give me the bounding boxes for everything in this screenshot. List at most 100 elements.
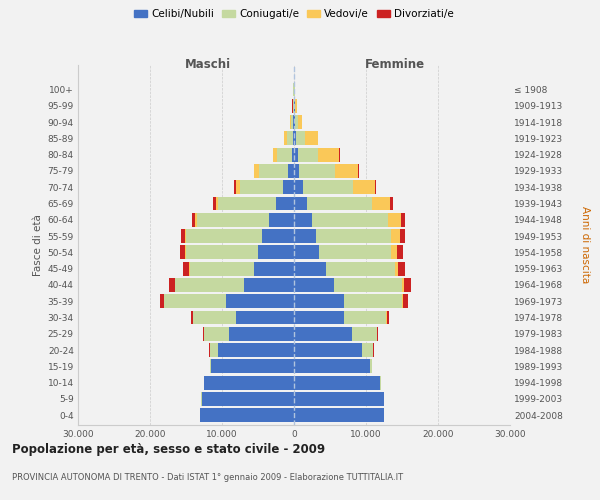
Bar: [294, 246, 391, 260]
Bar: [293, 82, 294, 96]
Bar: [294, 343, 362, 357]
Bar: [294, 343, 374, 357]
Bar: [294, 262, 326, 276]
Bar: [236, 180, 294, 194]
Bar: [164, 294, 294, 308]
Bar: [294, 294, 403, 308]
Bar: [259, 164, 294, 178]
Bar: [203, 376, 294, 390]
Bar: [294, 278, 334, 292]
Bar: [294, 229, 391, 243]
Text: PROVINCIA AUTONOMA DI TRENTO - Dati ISTAT 1° gennaio 2009 - Elaborazione TUTTITA: PROVINCIA AUTONOMA DI TRENTO - Dati ISTA…: [12, 472, 403, 482]
Bar: [175, 278, 294, 292]
Bar: [193, 310, 294, 324]
Bar: [244, 278, 294, 292]
Bar: [211, 360, 294, 374]
Bar: [203, 376, 294, 390]
Bar: [294, 229, 405, 243]
Bar: [185, 246, 294, 260]
Bar: [294, 180, 353, 194]
Bar: [294, 115, 302, 129]
Bar: [185, 229, 294, 243]
Bar: [226, 294, 294, 308]
Bar: [294, 148, 318, 162]
Bar: [190, 262, 294, 276]
Bar: [202, 392, 294, 406]
Y-axis label: Anni di nascita: Anni di nascita: [580, 206, 590, 284]
Bar: [193, 310, 294, 324]
Bar: [294, 82, 295, 96]
Bar: [294, 213, 388, 226]
Text: Femmine: Femmine: [365, 58, 425, 70]
Text: Popolazione per età, sesso e stato civile - 2009: Popolazione per età, sesso e stato civil…: [12, 442, 325, 456]
Bar: [197, 213, 294, 226]
Bar: [204, 327, 294, 340]
Bar: [175, 278, 294, 292]
Bar: [294, 180, 374, 194]
Bar: [294, 392, 384, 406]
Bar: [218, 196, 294, 210]
Bar: [202, 392, 294, 406]
Bar: [294, 310, 387, 324]
Bar: [294, 164, 299, 178]
Bar: [294, 196, 392, 210]
Bar: [294, 132, 318, 145]
Bar: [294, 196, 372, 210]
Bar: [294, 115, 295, 129]
Bar: [294, 360, 370, 374]
Bar: [210, 343, 294, 357]
Bar: [294, 132, 296, 145]
Bar: [292, 99, 294, 112]
Bar: [294, 310, 344, 324]
Bar: [283, 180, 294, 194]
Bar: [294, 229, 316, 243]
Bar: [288, 164, 294, 178]
Bar: [294, 327, 378, 340]
Bar: [294, 99, 296, 112]
Bar: [209, 343, 294, 357]
Bar: [294, 246, 403, 260]
Bar: [294, 180, 376, 194]
Bar: [164, 294, 294, 308]
Bar: [294, 262, 405, 276]
Y-axis label: Fasce di età: Fasce di età: [34, 214, 43, 276]
Bar: [294, 213, 401, 226]
Bar: [293, 99, 294, 112]
Bar: [294, 343, 373, 357]
Bar: [204, 376, 294, 390]
Bar: [294, 99, 295, 112]
Bar: [262, 229, 294, 243]
Bar: [293, 99, 294, 112]
Bar: [236, 310, 294, 324]
Bar: [203, 376, 294, 390]
Bar: [294, 310, 386, 324]
Bar: [181, 229, 294, 243]
Bar: [290, 115, 294, 129]
Bar: [294, 392, 385, 406]
Bar: [291, 115, 294, 129]
Bar: [160, 294, 294, 308]
Bar: [287, 132, 294, 145]
Bar: [294, 294, 344, 308]
Bar: [294, 408, 384, 422]
Bar: [202, 392, 294, 406]
Bar: [294, 278, 402, 292]
Bar: [294, 408, 384, 422]
Bar: [294, 246, 319, 260]
Bar: [294, 327, 352, 340]
Bar: [294, 294, 408, 308]
Bar: [200, 408, 294, 422]
Bar: [180, 246, 294, 260]
Bar: [294, 246, 397, 260]
Bar: [294, 343, 373, 357]
Bar: [294, 262, 398, 276]
Bar: [258, 246, 294, 260]
Bar: [209, 360, 294, 374]
Bar: [294, 132, 318, 145]
Bar: [294, 164, 358, 178]
Bar: [290, 115, 294, 129]
Bar: [293, 82, 294, 96]
Bar: [294, 294, 402, 308]
Bar: [186, 246, 294, 260]
Bar: [294, 164, 335, 178]
